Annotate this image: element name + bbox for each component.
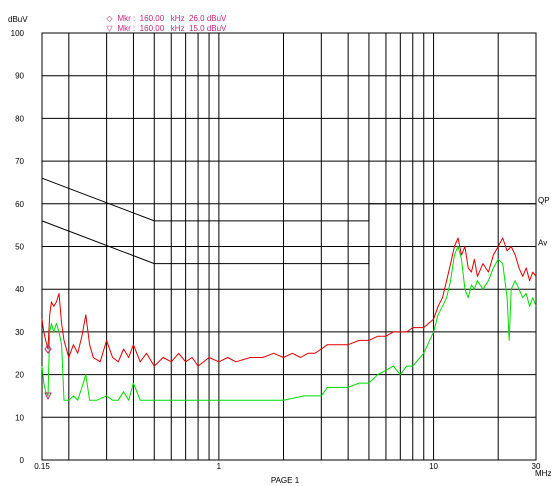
y-tick-label: 90 [15, 72, 24, 81]
x-tick-label: 10 [429, 462, 438, 471]
x-axis-unit: MHz [535, 469, 551, 478]
limit-label-av: Av [538, 239, 547, 248]
diamond-marker [44, 344, 52, 354]
y-tick-label: 60 [15, 200, 24, 209]
series-line-1 [41, 237, 537, 367]
y-tick-label: 0 [20, 456, 25, 465]
x-tick-label: 1 [217, 462, 222, 471]
x-tick-labels: 0.15 1 10 30 [34, 462, 541, 471]
chart-markers [44, 344, 52, 401]
y-tick-label: 30 [15, 328, 24, 337]
data-series [41, 237, 537, 401]
limit-label-qp: QP [538, 196, 550, 205]
limit-line-av [41, 220, 536, 265]
diamond-marker-icon: ◇ [106, 14, 113, 23]
limit-line-qp [41, 177, 536, 222]
y-tick-label: 50 [15, 243, 24, 252]
triangle-marker [44, 392, 52, 401]
y-axis-label: dBuV [8, 15, 28, 24]
y-tick-labels: 0 10 20 30 40 50 60 70 80 90 100 [11, 29, 25, 465]
marker-legend-2: ▽ Mkr : 160.00 kHz 15.0 dBuV [97, 15, 226, 33]
series-line-2 [41, 246, 537, 401]
page-label: PAGE 1 [271, 476, 300, 485]
triangle-marker-icon: ▽ [106, 24, 113, 33]
marker-legend-1: ◇ Mkr : 160.00 kHz 26.0 dBuV [97, 5, 226, 23]
y-tick-label: 40 [15, 285, 24, 294]
y-tick-label: 10 [15, 413, 24, 422]
x-tick-label: 30 [532, 462, 541, 471]
marker-legend-1-text: Mkr : 160.00 kHz 26.0 dBuV [117, 14, 227, 23]
y-tick-label: 100 [11, 29, 25, 38]
y-tick-label: 80 [15, 114, 24, 123]
y-tick-label: 20 [15, 371, 24, 380]
limit-lines: QP Av [41, 177, 550, 265]
y-tick-label: 70 [15, 157, 24, 166]
x-tick-label: 0.15 [34, 462, 50, 471]
marker-legend-2-text: Mkr : 160.00 kHz 15.0 dBuV [117, 24, 227, 33]
